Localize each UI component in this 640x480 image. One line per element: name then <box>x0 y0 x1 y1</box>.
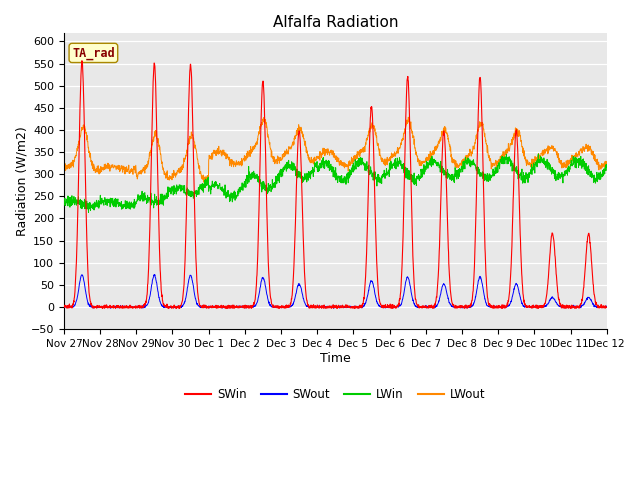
Text: TA_rad: TA_rad <box>72 46 115 60</box>
Legend: SWin, SWout, LWin, LWout: SWin, SWout, LWin, LWout <box>180 384 490 406</box>
Title: Alfalfa Radiation: Alfalfa Radiation <box>273 15 398 30</box>
X-axis label: Time: Time <box>320 351 351 364</box>
Y-axis label: Radiation (W/m2): Radiation (W/m2) <box>15 126 28 236</box>
